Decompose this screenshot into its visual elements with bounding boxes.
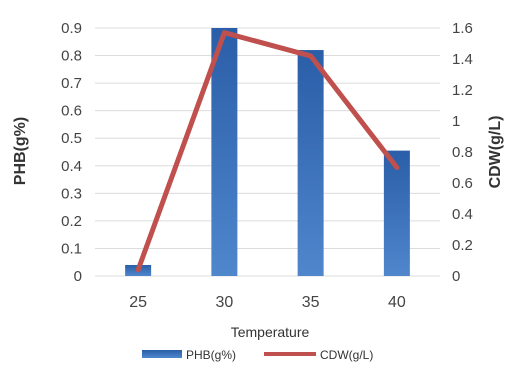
y-left-tick-label: 0.5 <box>61 130 82 147</box>
y-left-tick-label: 0.8 <box>61 48 82 65</box>
y-left-tick-label: 0.2 <box>61 213 82 230</box>
x-tick-label: 25 <box>129 294 147 311</box>
y-right-tick-label: 0.6 <box>452 175 473 192</box>
line-cdw <box>135 30 400 273</box>
left-axis-ticks: 0 0.1 0.2 0.3 0.4 0.5 0.6 0.7 0.8 0.9 <box>61 20 82 285</box>
y-right-tick-label: 0.8 <box>452 144 473 161</box>
line-series <box>135 30 400 273</box>
x-axis-label: Temperature <box>231 324 310 340</box>
right-axis-ticks: 0 0.2 0.4 0.6 0.8 1 1.2 1.4 1.6 <box>452 20 473 285</box>
y-left-tick-label: 0.1 <box>61 240 82 257</box>
x-tick-label: 30 <box>215 294 233 311</box>
y-right-axis-label: CDW(g/L) <box>487 116 504 189</box>
legend-label-cdw: CDW(g/L) <box>320 348 373 362</box>
y-left-tick-label: 0 <box>74 268 82 285</box>
y-right-tick-label: 0.2 <box>452 237 473 254</box>
y-right-tick-label: 1.4 <box>452 51 473 68</box>
y-left-tick-label: 0.4 <box>61 158 82 175</box>
legend: PHB(g%) CDW(g/L) <box>142 348 373 362</box>
y-right-tick-label: 1.2 <box>452 82 473 99</box>
y-right-tick-label: 1.6 <box>452 20 473 37</box>
bar-series <box>125 28 410 276</box>
x-axis-ticks: 25 30 35 40 <box>129 294 406 311</box>
bar-phb-35 <box>297 50 324 276</box>
legend-label-phb: PHB(g%) <box>186 348 236 362</box>
bar-phb-30 <box>211 28 238 276</box>
y-left-tick-label: 0.9 <box>61 20 82 37</box>
y-left-tick-label: 0.3 <box>61 185 82 202</box>
y-left-axis-label: PHB(g%) <box>12 117 29 185</box>
y-right-tick-label: 0.4 <box>452 206 473 223</box>
bar-phb-40 <box>383 150 410 276</box>
y-right-tick-label: 0 <box>452 268 460 285</box>
gridlines <box>95 27 440 277</box>
y-left-tick-label: 0.6 <box>61 103 82 120</box>
y-left-tick-label: 0.7 <box>61 75 82 92</box>
legend-swatch-phb <box>142 350 182 358</box>
x-tick-label: 40 <box>388 294 406 311</box>
x-tick-label: 35 <box>302 294 320 311</box>
y-right-tick-label: 1 <box>452 113 460 130</box>
